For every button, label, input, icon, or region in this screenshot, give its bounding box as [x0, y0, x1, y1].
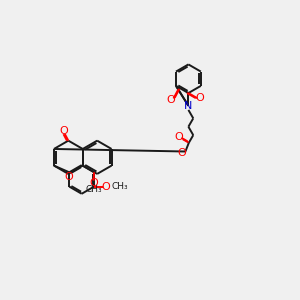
Text: CH₃: CH₃: [85, 185, 102, 194]
Text: O: O: [59, 126, 68, 136]
Text: O: O: [175, 132, 184, 142]
Text: O: O: [64, 172, 73, 182]
Text: O: O: [101, 182, 110, 192]
Text: O: O: [89, 178, 98, 188]
Text: N: N: [184, 101, 193, 111]
Text: O: O: [196, 93, 205, 103]
Text: CH₃: CH₃: [112, 182, 128, 191]
Text: O: O: [167, 95, 175, 105]
Text: O: O: [177, 148, 186, 158]
